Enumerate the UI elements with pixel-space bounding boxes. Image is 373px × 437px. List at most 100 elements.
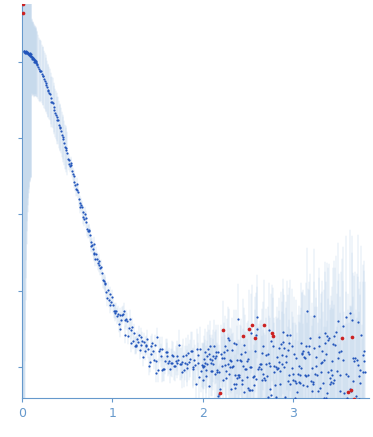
Point: [88, 238, 94, 245]
Point: [235, 316, 241, 323]
Point: [145, 346, 151, 353]
Point: [303, 373, 308, 380]
Point: [198, 367, 204, 374]
Point: [223, 375, 229, 382]
Point: [301, 348, 307, 355]
Point: [84, 226, 90, 233]
Point: [267, 386, 273, 393]
Point: [189, 347, 195, 354]
Point: [59, 132, 65, 139]
Point: [88, 242, 94, 249]
Point: [339, 335, 345, 342]
Point: [54, 117, 60, 124]
Point: [131, 329, 137, 336]
Point: [247, 387, 253, 394]
Point: [319, 369, 325, 376]
Point: [260, 342, 266, 349]
Point: [180, 352, 186, 359]
Point: [344, 395, 350, 402]
Point: [232, 385, 238, 392]
Point: [95, 260, 101, 267]
Point: [272, 382, 278, 388]
Point: [254, 325, 260, 332]
Point: [266, 359, 272, 366]
Point: [253, 375, 259, 382]
Point: [356, 373, 362, 380]
Point: [192, 361, 198, 368]
Point: [333, 367, 339, 374]
Point: [334, 400, 340, 407]
Point: [101, 281, 107, 288]
Point: [244, 373, 250, 380]
Point: [36, 66, 42, 73]
Point: [28, 52, 34, 59]
Point: [246, 386, 252, 393]
Point: [41, 76, 47, 83]
Point: [304, 307, 310, 314]
Point: [184, 361, 189, 368]
Point: [346, 402, 352, 409]
Point: [148, 351, 154, 358]
Point: [72, 181, 78, 188]
Point: [289, 342, 295, 349]
Point: [20, 0, 26, 7]
Point: [26, 52, 32, 59]
Point: [324, 390, 330, 397]
Point: [349, 333, 355, 340]
Point: [37, 67, 43, 74]
Point: [226, 370, 232, 377]
Point: [330, 340, 336, 347]
Point: [194, 346, 200, 353]
Point: [129, 323, 135, 330]
Point: [281, 363, 287, 370]
Point: [157, 346, 163, 353]
Point: [323, 350, 329, 357]
Point: [108, 299, 114, 306]
Point: [195, 360, 201, 367]
Point: [303, 342, 309, 349]
Point: [227, 364, 233, 371]
Point: [159, 367, 164, 374]
Point: [63, 144, 69, 151]
Point: [344, 402, 350, 409]
Point: [42, 78, 48, 85]
Point: [212, 371, 218, 378]
Point: [300, 350, 305, 357]
Point: [43, 80, 48, 87]
Point: [186, 358, 192, 365]
Point: [360, 368, 366, 375]
Point: [287, 332, 293, 339]
Point: [122, 331, 128, 338]
Point: [214, 367, 220, 374]
Point: [275, 364, 281, 371]
Point: [236, 374, 242, 381]
Point: [176, 342, 182, 349]
Point: [46, 87, 51, 94]
Point: [93, 251, 99, 258]
Point: [229, 347, 235, 354]
Point: [23, 49, 29, 56]
Point: [341, 416, 347, 423]
Point: [110, 302, 116, 309]
Point: [276, 358, 282, 365]
Point: [66, 156, 72, 163]
Point: [207, 356, 213, 363]
Point: [243, 366, 249, 373]
Point: [190, 365, 196, 372]
Point: [210, 361, 216, 368]
Point: [330, 380, 336, 387]
Point: [107, 302, 113, 309]
Point: [331, 377, 337, 384]
Point: [297, 379, 303, 386]
Point: [27, 51, 33, 58]
Point: [231, 381, 237, 388]
Point: [50, 100, 56, 107]
Point: [53, 111, 59, 118]
Point: [333, 329, 339, 336]
Point: [241, 389, 247, 396]
Point: [138, 334, 144, 341]
Point: [144, 343, 150, 350]
Point: [359, 424, 365, 431]
Point: [342, 419, 348, 426]
Point: [123, 315, 129, 322]
